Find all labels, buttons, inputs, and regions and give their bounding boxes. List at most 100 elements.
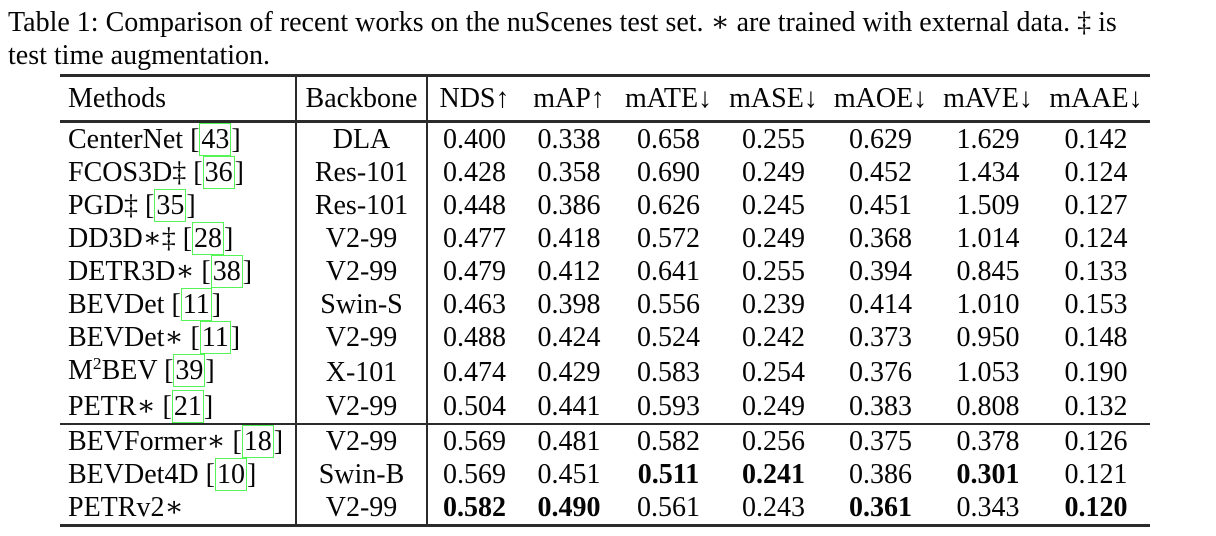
cell-map: 0.412 [537, 256, 601, 287]
cell-maoe: 0.629 [849, 124, 912, 155]
cell-mase: 0.256 [742, 426, 805, 457]
cell-nds: 0.488 [443, 322, 506, 353]
table-row: PETR∗ [21] V2-99 0.504 0.441 0.593 0.249 0.383… [60, 390, 1150, 425]
table-row: DD3D∗‡ [28] V2-99 0.477 0.418 0.572 0.249 0.36… [60, 222, 1150, 255]
cell-maoe: 0.451 [849, 190, 912, 221]
cell-maoe: 0.383 [827, 390, 934, 425]
cell-backbone: V2-99 [296, 424, 428, 458]
cell-mase: 0.255 [742, 124, 805, 155]
method-name: BEVFormer∗ [68, 426, 226, 457]
cell-nds: 0.569 [443, 426, 506, 457]
cell-maoe: 0.373 [849, 322, 912, 353]
cell-nds: 0.479 [443, 256, 506, 287]
cell-map: 0.481 [537, 426, 601, 457]
cell-nds: 0.569 [443, 459, 506, 490]
citation-link[interactable]: 36 [202, 156, 235, 189]
method-name: BEV [101, 355, 158, 386]
cell-map: 0.490 [537, 492, 601, 523]
cell-maae: 0.153 [1064, 289, 1128, 320]
cell-map: 0.441 [521, 390, 617, 425]
cell-mate: 0.582 [637, 426, 700, 457]
cell-mate: 0.524 [637, 322, 700, 353]
column-header-mave: mAVE↓ [934, 75, 1042, 123]
cell-backbone: Res-101 [296, 156, 428, 189]
cell-backbone: V2-99 [296, 321, 428, 354]
cell-map: 0.429 [537, 356, 601, 388]
cell-maoe: 0.376 [849, 356, 912, 388]
cell-maae: 0.132 [1042, 390, 1150, 425]
cell-maoe: 0.452 [849, 157, 912, 188]
cell-mase: 0.241 [742, 459, 805, 490]
citation-link[interactable]: 11 [199, 321, 231, 354]
cell-nds: 0.504 [427, 390, 521, 425]
table-caption: Table 1: Comparison of recent works on t… [8, 6, 1212, 72]
cell-backbone: V2-99 [296, 222, 428, 255]
cell-method: CenterNet [43] [60, 121, 297, 156]
cell-mave: 0.301 [956, 459, 1020, 490]
cell-mave: 1.434 [956, 157, 1020, 188]
method-name: DD3D∗‡ [68, 223, 176, 254]
cell-mave: 1.509 [956, 190, 1020, 221]
citation-link[interactable]: 10 [214, 458, 247, 491]
cell-mate: 0.556 [637, 289, 700, 320]
cell-maoe: 0.386 [849, 459, 912, 490]
cell-maae: 0.120 [1064, 492, 1128, 523]
table-row: BEVDet∗ [11] V2-99 0.488 0.424 0.524 0.242 0.3… [60, 321, 1150, 354]
cell-nds: 0.477 [443, 223, 506, 254]
cell-method: M2BEV [39] [60, 354, 297, 390]
cell-map: 0.338 [537, 124, 601, 155]
table-row: BEVDet4D [10] Swin-B 0.569 0.451 0.511 0.241 0… [60, 458, 1150, 491]
cell-maoe: 0.361 [849, 492, 912, 523]
citation-link[interactable]: 28 [192, 222, 225, 255]
cell-mase: 0.245 [742, 190, 805, 221]
cell-mate: 0.690 [637, 157, 700, 188]
citation-link[interactable]: 43 [199, 123, 232, 156]
cell-maae: 0.190 [1064, 356, 1128, 388]
cell-mave: 1.010 [956, 289, 1020, 320]
column-header-mate: mATE↓ [617, 75, 720, 123]
citation-link[interactable]: 18 [241, 425, 274, 458]
method-name: DETR3D∗ [68, 256, 195, 287]
cell-mase: 0.255 [742, 256, 805, 287]
column-header-maoe: mAOE↓ [827, 75, 934, 123]
method-name: CenterNet [68, 124, 184, 155]
header-row: Methods Backbone NDS↑ mAP↑ mATE↓ mASE↓ mAOE↓ mA… [60, 75, 1150, 123]
method-name: FCOS3D‡ [68, 157, 187, 188]
cell-mate: 0.641 [637, 256, 700, 287]
citation-link[interactable]: 39 [173, 354, 206, 387]
cell-backbone: X-101 [296, 354, 428, 390]
table-row: CenterNet [43] DLA 0.400 0.338 0.658 0.255 0.6… [60, 121, 1150, 156]
cell-backbone: DLA [296, 121, 428, 156]
cell-mase: 0.242 [742, 322, 805, 353]
cell-maae: 0.124 [1064, 223, 1128, 254]
cell-method: PETR∗ [21] [60, 390, 297, 425]
table-row: FCOS3D‡ [36] Res-101 0.428 0.358 0.690 0.249 0… [60, 156, 1150, 189]
cell-mase: 0.249 [742, 157, 805, 188]
cell-method: FCOS3D‡ [36] [60, 156, 297, 189]
cell-mase: 0.254 [742, 356, 805, 388]
citation-link[interactable]: 21 [171, 390, 204, 423]
column-header-backbone: Backbone [296, 75, 428, 123]
cell-method: PGD‡ [35] [60, 189, 297, 222]
results-table: Methods Backbone NDS↑ mAP↑ mATE↓ mASE↓ mAOE↓ mA… [60, 74, 1150, 527]
cell-maae: 0.121 [1064, 459, 1128, 490]
cell-backbone: Res-101 [296, 189, 428, 222]
caption-line: test time augmentation. [8, 40, 271, 71]
cell-method: DD3D∗‡ [28] [60, 222, 297, 255]
cell-mave: 0.343 [956, 492, 1020, 523]
cell-maae: 0.124 [1064, 157, 1128, 188]
citation-link[interactable]: 11 [180, 288, 212, 321]
cell-mate: 0.583 [637, 356, 700, 388]
citation-link[interactable]: 38 [210, 255, 243, 288]
table-body-group-main: CenterNet [43] DLA 0.400 0.338 0.658 0.255 0.6… [60, 121, 1150, 425]
citation-link[interactable]: 35 [154, 189, 187, 222]
cell-backbone: V2-99 [296, 390, 428, 425]
cell-backbone: V2-99 [296, 255, 428, 288]
table-body-group-bev-temporal: BEVFormer∗ [18] V2-99 0.569 0.481 0.582 0.256… [60, 424, 1150, 526]
cell-nds: 0.463 [443, 289, 506, 320]
cell-mate: 0.561 [637, 492, 700, 523]
cell-mave: 0.378 [956, 426, 1020, 457]
cell-maoe: 0.414 [849, 289, 912, 320]
cell-map: 0.418 [537, 223, 601, 254]
cell-map: 0.386 [537, 190, 601, 221]
